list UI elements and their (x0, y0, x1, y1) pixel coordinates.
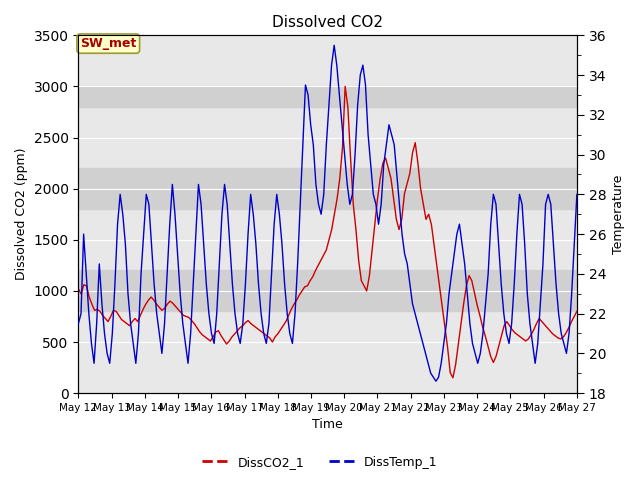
X-axis label: Time: Time (312, 419, 343, 432)
Bar (79, 270, 577, 291)
Y-axis label: Dissolved CO2 (ppm): Dissolved CO2 (ppm) (15, 148, 28, 280)
Bar (79, 168, 577, 189)
Text: SW_met: SW_met (80, 37, 136, 50)
Bar (79, 189, 577, 209)
Bar (79, 291, 577, 312)
Bar (79, 86, 577, 107)
Legend: DissCO2_1, DissTemp_1: DissCO2_1, DissTemp_1 (197, 451, 443, 474)
Title: Dissolved CO2: Dissolved CO2 (272, 15, 383, 30)
Y-axis label: Temperature: Temperature (612, 175, 625, 254)
